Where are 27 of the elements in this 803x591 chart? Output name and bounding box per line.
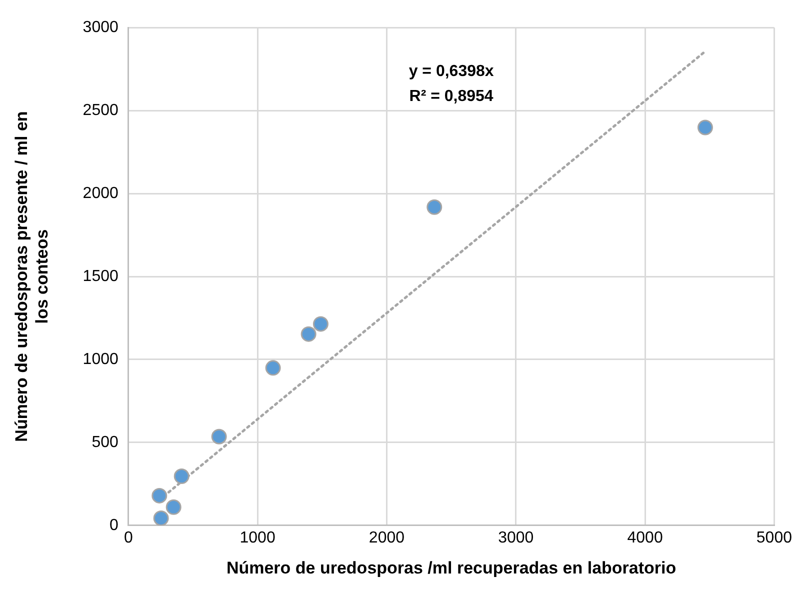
point [312,316,328,332]
x-tick-label: 4000 [627,529,663,546]
x-axis-title: Número de uredosporas /ml recuperadas en laboratorio [226,558,676,578]
y-tick-label: 3000 [82,19,118,36]
point [152,488,168,504]
x-tick-label: 2000 [368,529,405,546]
point [265,360,281,376]
point [697,120,713,136]
point [426,199,442,215]
y-tick-label: 2500 [82,102,118,119]
y-tick-label: 1500 [82,268,118,285]
point [174,468,190,484]
point [211,428,227,444]
y-axis-title: Número de uredosporas presente / ml en los conteos [12,111,52,442]
x-tick-label: 0 [124,529,133,546]
x-tick-label: 1000 [240,529,276,546]
point [153,510,169,526]
y-tick-label: 500 [92,434,118,451]
x-tick-label: 5000 [756,529,792,546]
annotation: y = 0,6398x [408,63,494,80]
y-tick-label: 0 [109,516,118,534]
point [300,326,316,342]
y-tick-label: 1000 [82,350,118,368]
x-tick-label: 3000 [498,529,534,546]
point [166,499,182,515]
y-tick-label: 2000 [82,184,118,202]
annotation: R² = 0,8954 [409,88,494,106]
